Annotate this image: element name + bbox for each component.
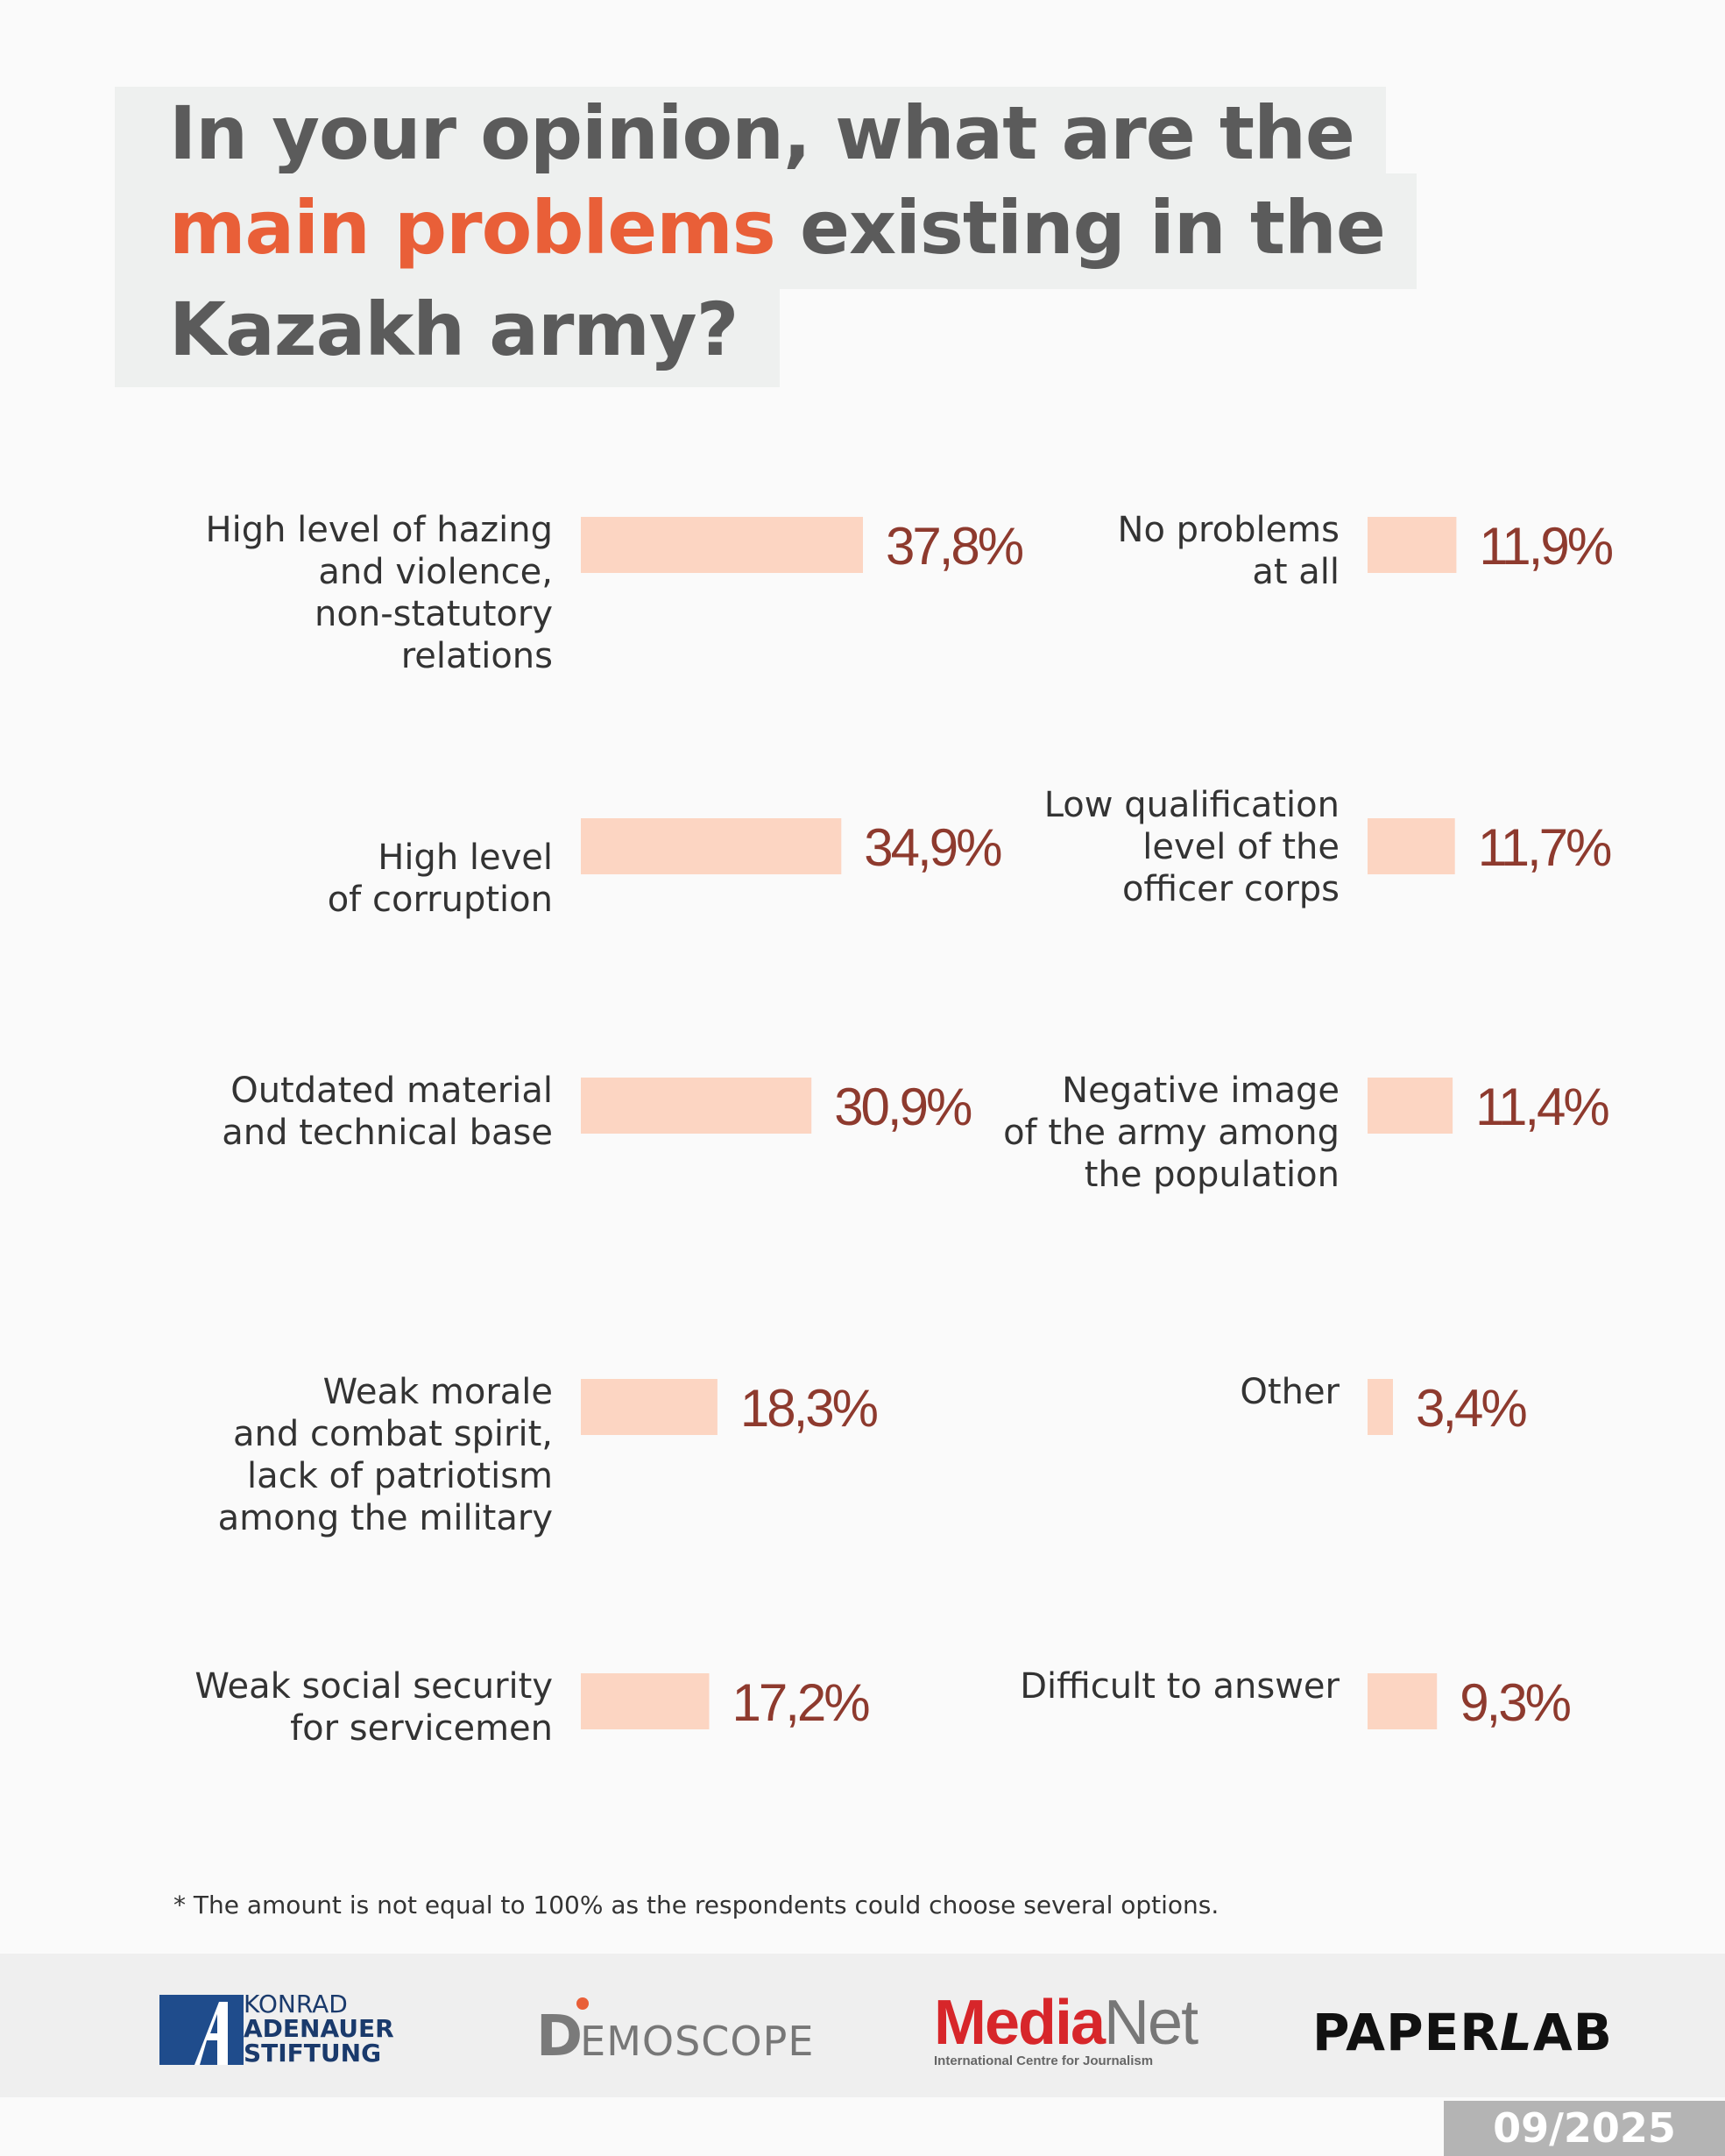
paperlab-l: L (1499, 2003, 1533, 2062)
category-label-0-4-1: for servicemen (290, 1708, 553, 1749)
bar-1-4 (1368, 1673, 1438, 1729)
footnote: * The amount is not equal to 100% as the… (173, 1891, 1220, 1919)
demoscope-initial: D (536, 2004, 584, 2069)
date-badge: 09/2025 (1444, 2101, 1725, 2156)
category-label-1-2-0: Negative image (1062, 1071, 1340, 1111)
value-label-1-0: 11,9% (1479, 517, 1612, 576)
demoscope-dot-icon (576, 1997, 589, 2010)
bar-1-0 (1368, 517, 1457, 573)
category-label-0-0-1: and violence, (318, 552, 553, 592)
bar-1-2 (1368, 1078, 1453, 1134)
bar-0-0 (581, 517, 863, 573)
kas-line-3: STIFTUNG (244, 2039, 382, 2068)
title-line-2: main problems existing in the (115, 173, 1417, 289)
title-text-1: In your opinion, what are the (169, 90, 1355, 176)
bar-1-1 (1368, 818, 1455, 874)
category-label-0-3-2: lack of patriotism (247, 1456, 553, 1496)
category-label-1-3-0: Other (1240, 1372, 1340, 1412)
category-label-0-3-3: among the military (218, 1498, 553, 1538)
value-label-0-0: 37,8% (886, 517, 1023, 576)
category-label-0-1-0: High level (378, 838, 553, 878)
category-label-1-1-2: officer corps (1122, 869, 1340, 909)
kas-logo-text: KONRAD ADENAUER STIFTUNG (244, 1992, 394, 2066)
category-label-1-4-0: Difficult to answer (1020, 1666, 1340, 1707)
footer: KONRAD ADENAUER STIFTUNG DEMOSCOPE Media… (0, 1954, 1725, 2097)
demoscope-logo: DEMOSCOPE (536, 1997, 815, 2069)
title-text-2: existing in the (774, 185, 1386, 271)
paperlab-logo: PAPERLAB (1312, 2003, 1613, 2062)
kas-logo-icon (159, 1995, 244, 2065)
category-label-1-2-2: the population (1085, 1155, 1340, 1195)
category-label-0-0-3: relations (401, 636, 553, 676)
category-label-0-3-1: and combat spirit, (233, 1414, 553, 1454)
category-label-1-2-1: of the army among (1003, 1113, 1340, 1153)
category-label-0-0-2: non-statutory (315, 594, 553, 634)
paperlab-ab: AB (1532, 2003, 1613, 2062)
demoscope-text: EMOSCOPE (580, 2018, 815, 2065)
medianet-media: Media (934, 1988, 1106, 2058)
category-label-1-1-0: Low qualification (1044, 785, 1340, 825)
bar-0-3 (581, 1379, 718, 1435)
category-label-1-0-1: at all (1252, 552, 1340, 592)
value-label-1-2: 11,4% (1475, 1078, 1608, 1136)
title-line-1: In your opinion, what are the (115, 87, 1386, 180)
medianet-net: Net (1104, 1988, 1198, 2058)
category-label-1-0-0: No problems (1118, 510, 1340, 550)
value-label-0-4: 17,2% (732, 1673, 870, 1732)
bar-0-4 (581, 1673, 710, 1729)
value-label-1-3: 3,4% (1416, 1379, 1526, 1438)
value-label-0-2: 30,9% (834, 1078, 972, 1136)
bar-0-1 (581, 818, 842, 874)
category-label-0-1-1: of corruption (328, 880, 553, 920)
title-text-3: Kazakh army? (169, 286, 739, 372)
category-label-0-0-0: High level of hazing (206, 510, 553, 550)
category-label-0-4-0: Weak social security (194, 1666, 553, 1707)
kas-line-2: ADENAUER (244, 2014, 394, 2043)
paperlab-paper: PAPER (1312, 2003, 1500, 2062)
category-label-0-2-0: Outdated material (230, 1071, 553, 1111)
bar-0-2 (581, 1078, 812, 1134)
category-label-0-2-1: and technical base (222, 1113, 553, 1153)
value-label-0-3: 18,3% (740, 1379, 878, 1438)
bar-1-3 (1368, 1379, 1393, 1435)
category-label-0-3-0: Weak morale (323, 1372, 553, 1412)
value-label-1-1: 11,7% (1478, 818, 1611, 877)
value-label-1-4: 9,3% (1460, 1673, 1570, 1732)
medianet-logo: MediaNet (934, 1987, 1198, 2059)
kas-line-1: KONRAD (244, 1990, 348, 2018)
category-label-1-1-1: level of the (1142, 827, 1340, 867)
value-label-0-1: 34,9% (864, 818, 1001, 877)
title-highlight: main problems (169, 185, 776, 271)
title-line-3: Kazakh army? (115, 286, 781, 387)
medianet-subtitle: International Centre for Journalism (934, 2054, 1154, 2068)
